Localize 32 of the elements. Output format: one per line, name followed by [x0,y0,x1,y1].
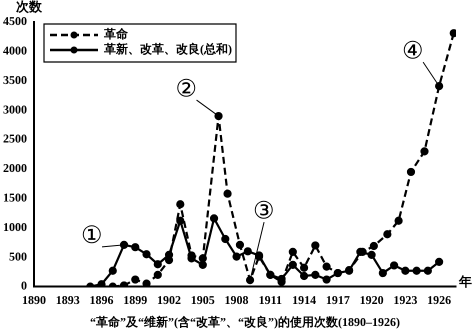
y-tick-label: 3000 [3,102,27,116]
text: “革命”及“维新”(含“改革”、“改良”)的使用次数(1890–1926) [90,315,400,330]
annotation: ② [176,76,198,102]
x-tick-label: 1908 [224,292,249,307]
y-tick-label: 4000 [3,43,27,58]
legend-label: 革新、改革、改良(总和) [103,42,232,56]
x-tick-label: 1923 [393,292,418,307]
annotation: ④ [402,38,424,64]
x-tick-label: 1926 [427,292,452,307]
y-tick-label: 2000 [3,161,27,176]
x-tick-label: 1917 [326,292,350,307]
x-tick-label: 1920 [360,292,384,307]
x-tick-label: 1893 [56,292,80,307]
y-tick-label: 4500 [3,14,27,28]
y-tick-label: 500 [9,249,27,264]
x-tick-label: 1899 [123,292,148,307]
y-tick-label: 0 [21,278,27,293]
y-tick-label: 1500 [3,190,27,204]
x-tick-label: 1902 [157,292,182,307]
x-tick-label: 1896 [90,292,114,307]
y-tick-label: 1000 [3,220,27,234]
x-tick-label: 1905 [190,292,215,307]
annotation: ① [81,223,104,250]
x-tick-label: 1914 [292,292,316,307]
y-tick-label: 2500 [3,132,27,146]
legend-label: 革命 [103,27,129,42]
x-tick-label: 1911 [258,292,282,307]
y-tick-label: 3500 [3,72,27,87]
y-axis-title: 次数 [16,0,43,14]
annotation: ③ [253,198,276,224]
x-axis-title: 年 [458,274,472,289]
x-tick-label: 1890 [22,292,46,307]
